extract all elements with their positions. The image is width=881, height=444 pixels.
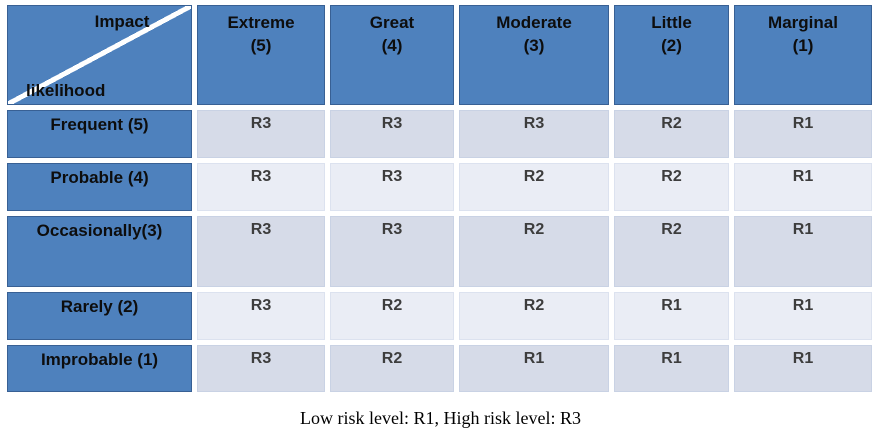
risk-cell: R3 — [197, 216, 325, 287]
column-header-title: Marginal — [768, 13, 838, 32]
risk-cell: R2 — [614, 163, 729, 211]
risk-cell: R1 — [734, 163, 872, 211]
column-header-weight: (5) — [250, 36, 272, 55]
header-row: Impact likelihood Extreme (5) Great (4) … — [7, 5, 872, 105]
risk-cell: R3 — [330, 163, 454, 211]
column-header-weight: (1) — [792, 36, 814, 55]
risk-cell: R2 — [459, 292, 609, 340]
column-header-title: Little — [651, 13, 692, 32]
risk-cell: R1 — [734, 292, 872, 340]
risk-cell: R2 — [330, 292, 454, 340]
table-row-improbable: Improbable (1) R3 R2 R1 R1 R1 — [7, 345, 872, 392]
diagonal-divider-line — [8, 6, 191, 104]
table-row-rarely: Rarely (2) R3 R2 R2 R1 R1 — [7, 292, 872, 340]
risk-cell: R2 — [459, 163, 609, 211]
corner-cell: Impact likelihood — [7, 5, 192, 105]
risk-cell: R3 — [197, 163, 325, 211]
column-header-weight: (2) — [661, 36, 682, 55]
column-header-great: Great (4) — [330, 5, 454, 105]
table-row-occasionally: Occasionally(3) R3 R3 R2 R2 R1 — [7, 216, 872, 287]
column-header-weight: (3) — [523, 36, 545, 55]
column-header-marginal: Marginal (1) — [734, 5, 872, 105]
row-header-probable: Probable (4) — [7, 163, 192, 211]
risk-cell: R1 — [734, 216, 872, 287]
table-row-frequent: Frequent (5) R3 R3 R3 R2 R1 — [7, 110, 872, 158]
risk-cell: R3 — [330, 216, 454, 287]
risk-cell: R1 — [614, 345, 729, 392]
risk-cell: R1 — [734, 345, 872, 392]
table-row-probable: Probable (4) R3 R3 R2 R2 R1 — [7, 163, 872, 211]
risk-cell: R1 — [734, 110, 872, 158]
risk-cell: R3 — [197, 110, 325, 158]
risk-cell: R3 — [459, 110, 609, 158]
figure-caption: Low risk level: R1, High risk level: R3 — [300, 408, 581, 428]
column-header-title: Moderate — [496, 13, 572, 32]
risk-cell: R3 — [330, 110, 454, 158]
risk-cell: R2 — [614, 216, 729, 287]
risk-cell: R3 — [197, 292, 325, 340]
column-header-title: Great — [369, 13, 415, 32]
risk-cell: R1 — [614, 292, 729, 340]
risk-matrix-table: Impact likelihood Extreme (5) Great (4) … — [2, 0, 877, 397]
impact-axis-label: Impact — [94, 12, 150, 31]
row-header-rarely: Rarely (2) — [7, 292, 192, 340]
risk-cell: R2 — [459, 216, 609, 287]
risk-cell: R2 — [614, 110, 729, 158]
risk-cell: R3 — [197, 345, 325, 392]
risk-cell: R1 — [459, 345, 609, 392]
column-header-moderate: Moderate (3) — [459, 5, 609, 105]
column-header-title: Extreme — [227, 13, 295, 32]
column-header-extreme: Extreme (5) — [197, 5, 325, 105]
risk-cell: R2 — [330, 345, 454, 392]
row-header-improbable: Improbable (1) — [7, 345, 192, 392]
column-header-weight: (4) — [381, 36, 403, 55]
row-header-occasionally: Occasionally(3) — [7, 216, 192, 287]
row-header-frequent: Frequent (5) — [7, 110, 192, 158]
likelihood-axis-label: likelihood — [26, 81, 106, 100]
column-header-little: Little (2) — [614, 5, 729, 105]
